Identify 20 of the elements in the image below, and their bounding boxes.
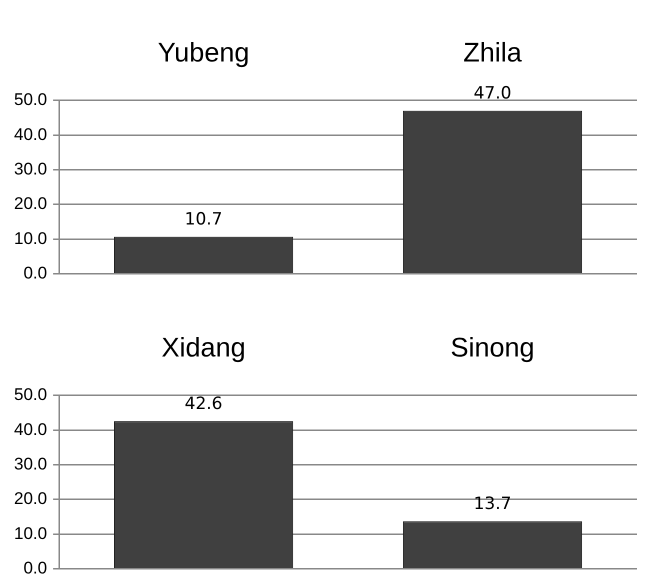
y-tick-label: 50.0 (14, 90, 48, 110)
y-tick-label: 40.0 (14, 124, 48, 144)
y-tick-label: 0.0 (23, 558, 48, 578)
y-tick-label: 30.0 (14, 454, 48, 474)
y-tick-label: 20.0 (14, 489, 48, 508)
y-tick-label: 50.0 (14, 385, 48, 404)
y-tick-label: 10.0 (14, 228, 48, 248)
y-tick-label: 30.0 (14, 159, 48, 178)
y-tick-label: 40.0 (14, 420, 48, 439)
data-label: 13.7 (474, 494, 512, 514)
y-tick-label: 0.0 (23, 263, 48, 282)
data-label: 10.7 (184, 210, 222, 230)
x-tick-label: Xidang (162, 332, 246, 363)
data-label: 47.0 (474, 84, 512, 104)
x-tick-label: Sinong (450, 332, 535, 363)
y-tick-label: 10.0 (14, 524, 48, 543)
x-tick-label: Zhila (463, 38, 523, 68)
x-tick-label: Yubeng (158, 38, 250, 68)
y-tick-label: 20.0 (14, 194, 48, 214)
data-label: 42.6 (184, 394, 222, 414)
